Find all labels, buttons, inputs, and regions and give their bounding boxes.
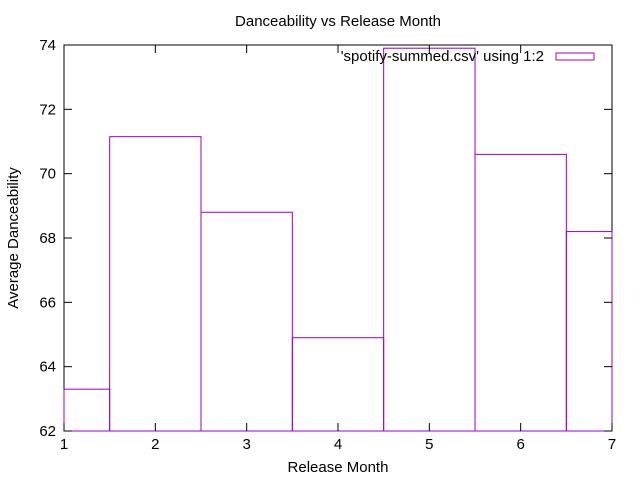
x-tick-label: 1 bbox=[60, 436, 68, 453]
y-tick-label: 74 bbox=[39, 37, 56, 54]
bar-month-7 bbox=[565, 231, 613, 432]
legend: 'spotify-summed.csv' using 1:2 bbox=[341, 48, 595, 65]
legend-swatch bbox=[555, 52, 595, 61]
x-tick-label: 7 bbox=[608, 436, 616, 453]
x-axis-label: Release Month bbox=[288, 459, 389, 476]
x-tick-label: 4 bbox=[334, 436, 342, 453]
bar-month-2 bbox=[109, 136, 202, 432]
x-tick-label: 5 bbox=[425, 436, 433, 453]
y-tick-label: 66 bbox=[39, 294, 56, 311]
plot-border bbox=[63, 44, 613, 432]
x-axis-ticks: 1 2 3 4 5 6 7 bbox=[60, 45, 616, 453]
y-axis-label: Average Danceability bbox=[5, 167, 22, 309]
y-axis-ticks: 62 64 66 68 70 72 74 bbox=[39, 37, 612, 440]
bar-month-6 bbox=[474, 153, 567, 432]
y-tick-label: 68 bbox=[39, 230, 56, 247]
x-tick-label: 3 bbox=[242, 436, 250, 453]
legend-label: 'spotify-summed.csv' using 1:2 bbox=[341, 48, 544, 65]
y-tick-label: 64 bbox=[39, 359, 56, 376]
y-tick-label: 62 bbox=[39, 423, 56, 440]
y-tick-label: 72 bbox=[39, 101, 56, 118]
bar-month-5 bbox=[383, 47, 476, 432]
chart-title: Danceability vs Release Month bbox=[235, 13, 441, 30]
bar-month-1 bbox=[63, 388, 111, 432]
histogram-steps bbox=[63, 47, 613, 432]
bar-month-4 bbox=[291, 337, 385, 432]
bar-month-3 bbox=[200, 211, 293, 432]
x-tick-label: 2 bbox=[151, 436, 159, 453]
x-tick-label: 6 bbox=[516, 436, 524, 453]
y-tick-label: 70 bbox=[39, 166, 56, 183]
plot-frame bbox=[63, 44, 613, 432]
